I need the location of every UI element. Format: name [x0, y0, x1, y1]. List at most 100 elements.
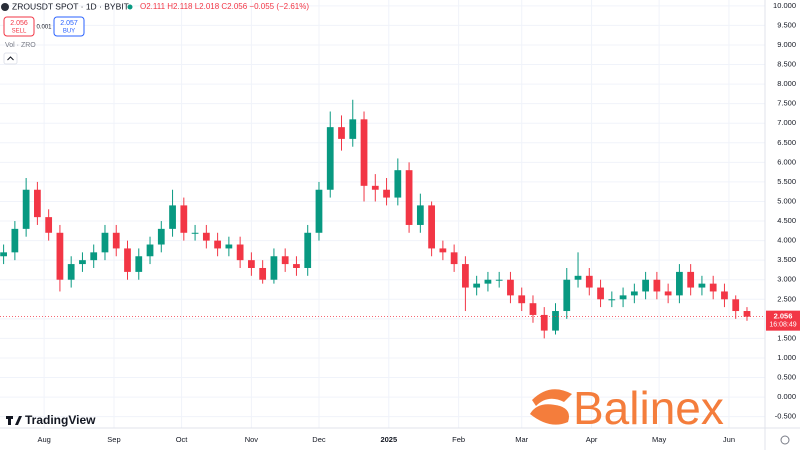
x-tick-label: Aug: [37, 435, 50, 444]
y-tick-label: 6.500: [777, 138, 796, 147]
x-tick-label: Nov: [245, 435, 259, 444]
x-tick-label: Apr: [586, 435, 598, 444]
candle-body: [540, 314, 548, 331]
candle-body: [0, 252, 7, 257]
candle-body: [349, 119, 357, 139]
y-tick-label: 9.000: [777, 40, 796, 49]
candle-body: [642, 279, 649, 292]
candle-body: [507, 279, 514, 296]
y-tick-label: 7.000: [777, 118, 796, 127]
candle-body: [428, 205, 435, 249]
candle-body: [90, 252, 98, 261]
last-price-label: 2.056: [774, 312, 793, 321]
candle-body: [146, 244, 154, 257]
y-tick-label: 4.000: [777, 236, 796, 245]
candle-body: [11, 228, 19, 253]
x-tick-label: Mar: [515, 435, 528, 444]
candle-body: [67, 264, 75, 280]
countdown: 16:08:49: [769, 322, 796, 329]
candle-body: [22, 189, 30, 229]
candle-body: [304, 232, 312, 268]
candle-body: [236, 244, 244, 261]
candle-body: [743, 311, 751, 317]
candle-body: [597, 287, 604, 300]
candle-body: [248, 260, 255, 268]
sell-label: SELL: [12, 29, 27, 35]
candle-body: [56, 232, 64, 280]
candle-body: [45, 217, 53, 233]
x-tick-label: 2025: [380, 435, 397, 444]
candles: [0, 99, 765, 339]
y-tick-label: 9.500: [777, 20, 796, 29]
spread: 0.001: [36, 25, 52, 31]
candle-body: [518, 295, 526, 304]
y-tick-label: 7.500: [777, 99, 796, 108]
y-tick-label: 0.000: [777, 392, 796, 401]
candle-body: [653, 279, 661, 292]
candle-body: [326, 127, 334, 190]
x-tick-label: Jun: [723, 435, 735, 444]
time-axis: Aug Sep Oct Nov Dec 2025 Feb Mar Apr May Jun: [37, 435, 735, 444]
candle-body: [473, 283, 481, 288]
symbol-icon: [1, 3, 9, 11]
candle-body: [383, 189, 390, 198]
candle-body: [676, 271, 683, 296]
last-price-box: [766, 310, 800, 331]
x-tick-label: Dec: [312, 435, 326, 444]
x-tick-label: May: [652, 435, 666, 444]
candle-body: [552, 311, 559, 331]
candle-body: [416, 205, 424, 225]
y-tick-label: 3.000: [777, 275, 796, 284]
candle-body: [619, 295, 627, 300]
candle-body: [484, 279, 492, 284]
candle-body: [169, 205, 176, 229]
x-tick-label: Sep: [107, 435, 120, 444]
candle-body: [405, 170, 413, 225]
candle-body: [394, 170, 402, 198]
watermark: TradingView: [25, 413, 96, 427]
y-tick-label: -0.500: [775, 412, 796, 421]
candle-body: [225, 244, 233, 249]
y-tick-label: 6.000: [777, 157, 796, 166]
candle-body: [439, 248, 447, 253]
y-tick-label: 5.000: [777, 196, 796, 205]
candle-body: [529, 303, 537, 315]
candle-body: [281, 256, 289, 265]
buy-label: BUY: [63, 29, 75, 35]
y-tick-label: 1.500: [777, 333, 796, 342]
candle-body: [157, 228, 165, 245]
y-tick-label: 0.500: [777, 373, 796, 382]
candle-body: [191, 232, 199, 234]
candle-body: [574, 275, 582, 280]
candle-body: [563, 279, 571, 312]
candle-body: [371, 185, 379, 190]
candle-body: [698, 283, 706, 288]
sell-button[interactable]: [3, 16, 35, 37]
status-dot: [127, 4, 133, 10]
buy-button[interactable]: [53, 16, 85, 37]
candle-body: [293, 264, 300, 268]
candle-body: [732, 299, 740, 312]
candle-body: [338, 127, 345, 139]
symbol: ZROUSDT SPOT · 1D · BYBIT: [12, 1, 129, 11]
y-tick-label: 1.000: [777, 353, 796, 362]
settings-button[interactable]: [780, 435, 790, 445]
candle-body: [709, 283, 717, 292]
candle-body: [101, 232, 109, 253]
logo-text: Balinex: [573, 382, 724, 434]
y-tick-label: 4.500: [777, 216, 796, 225]
y-tick-label: 10.000: [773, 1, 796, 10]
candle-body: [135, 256, 143, 272]
candle-body: [687, 271, 695, 288]
candle-body: [202, 232, 210, 241]
candle-body: [608, 299, 616, 301]
y-tick-label: 8.500: [777, 60, 796, 69]
candle-body: [34, 189, 41, 218]
candle-body: [495, 279, 503, 281]
candle-body: [721, 291, 728, 300]
candle-body: [112, 232, 120, 249]
collapse-button[interactable]: [3, 52, 18, 65]
balinex-logo: Balinex: [530, 382, 724, 434]
